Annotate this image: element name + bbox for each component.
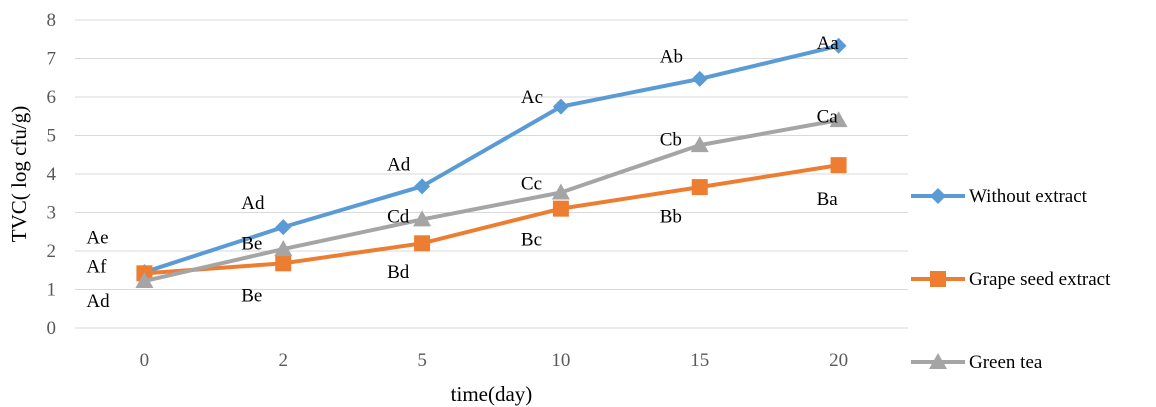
legend-marker: [930, 188, 946, 204]
annotation-label: Bb: [660, 206, 682, 227]
legend-label: Green tea: [969, 352, 1043, 373]
annotation-label: Cb: [660, 129, 682, 150]
annotation-label: Ad: [387, 154, 411, 175]
y-tick-label: 5: [47, 126, 57, 147]
legend-entry: Without extract: [911, 186, 1088, 207]
data-point: [413, 210, 432, 227]
data-point: [414, 235, 431, 252]
legend-marker: [930, 271, 946, 287]
annotation-label: Bd: [387, 262, 410, 283]
series-line: [144, 163, 839, 276]
y-tick-label: 8: [47, 10, 57, 31]
data-point: [829, 111, 848, 128]
legend: Without extract Grape seed extract Green t…: [911, 186, 1111, 373]
x-tick-label: 5: [417, 350, 427, 371]
annotation-label: Ba: [817, 189, 839, 210]
y-tick-label: 6: [47, 87, 57, 108]
data-point: [275, 219, 292, 236]
y-tick-label: 1: [47, 280, 57, 301]
data-point: [275, 255, 292, 272]
annotation-label: Aa: [817, 33, 840, 54]
legend-entry: Green tea: [911, 352, 1043, 373]
data-point: [690, 136, 709, 153]
annotation-label: Ca: [817, 106, 839, 127]
x-axis-ticks: 0 2 5 10 15 20: [140, 350, 848, 371]
annotation-label: Cc: [521, 174, 542, 195]
data-point: [135, 272, 154, 289]
annotation-label: Cd: [387, 206, 410, 227]
legend-label: Grape seed extract: [969, 269, 1111, 290]
data-point: [551, 183, 570, 200]
data-annotations: Ae Af Ad Ad Be Be Ad Cd Bd Ac Cc Bc Ab Cb Bb Aa Ca Ba: [86, 33, 839, 312]
x-axis-title: time(day): [451, 382, 533, 406]
annotation-label: Ac: [521, 87, 543, 108]
y-tick-label: 3: [47, 203, 57, 224]
y-tick-label: 2: [47, 241, 57, 262]
data-point: [414, 178, 431, 195]
data-point: [691, 70, 708, 87]
x-tick-label: 20: [829, 350, 848, 371]
annotation-label: Af: [86, 256, 107, 277]
annotation-label: Ae: [86, 228, 108, 249]
data-point: [830, 157, 847, 174]
y-tick-label: 4: [47, 164, 57, 185]
legend-marker: [929, 353, 947, 369]
series-layer: [135, 37, 848, 289]
data-point: [274, 240, 293, 257]
y-axis-title: TVC( log cfu/g): [7, 106, 31, 242]
annotation-label: Ad: [241, 193, 265, 214]
x-tick-label: 10: [551, 350, 570, 371]
annotation-label: Ad: [86, 291, 110, 312]
legend-entry: Grape seed extract: [911, 269, 1111, 290]
annotation-label: Bc: [521, 229, 542, 250]
annotation-label: Be: [241, 285, 262, 306]
y-tick-label: 0: [47, 318, 57, 339]
data-point: [552, 200, 569, 217]
legend-label: Without extract: [969, 186, 1088, 207]
series-line: [143, 118, 839, 283]
y-tick-label: 7: [47, 49, 57, 70]
annotation-label: Be: [241, 233, 262, 254]
series-1: [136, 157, 847, 282]
x-tick-label: 15: [690, 350, 709, 371]
y-axis-ticks: 0 1 2 3 4 5 6 7 8: [47, 10, 57, 339]
data-point: [691, 179, 708, 196]
series-line: [143, 43, 840, 275]
series-2: [135, 111, 848, 289]
data-point: [830, 37, 847, 54]
x-tick-label: 2: [279, 350, 289, 371]
data-point: [552, 98, 569, 115]
x-tick-label: 0: [140, 350, 150, 371]
annotation-label: Ab: [660, 47, 683, 68]
